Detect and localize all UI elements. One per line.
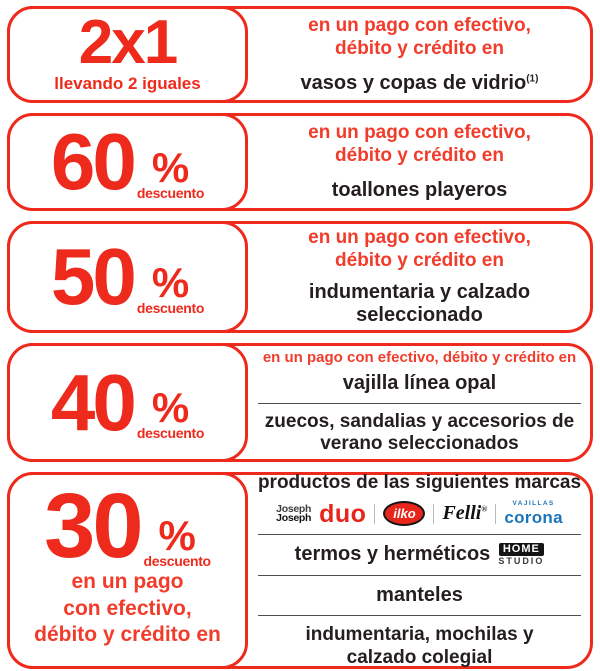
payment-terms: en un pago con efectivo, débito y crédit… [262, 349, 577, 367]
payment-line-2: débito y crédito en [335, 145, 504, 167]
payment-terms: en un pago con efectivo, débito y crédit… [34, 569, 221, 649]
offer-row-termos: termos y herméticos HOME STUDIO [295, 543, 545, 567]
corona-logo-text: corona [504, 507, 563, 527]
discount-label: descuento [136, 184, 205, 201]
offer-item-text: vasos y copas de vidrio [300, 71, 527, 94]
discount-value: 60 [50, 117, 137, 207]
payment-terms: en un pago con efectivo, débito y crédit… [308, 14, 531, 60]
discount-panel-60: 60 % descuento [7, 113, 248, 211]
offer-details-50: en un pago con efectivo, débito y crédit… [251, 224, 588, 330]
percent-sign: % [151, 258, 190, 306]
brand-logos-row: Joseph Joseph duo ilko Felli® VAJILLAS c… [276, 501, 563, 526]
offer-item-2: zuecos, sandalias y accesorios de verano… [264, 410, 575, 455]
percent-sign: % [151, 143, 190, 191]
payment-line-1: en un pago con efectivo, [308, 14, 531, 36]
registered-mark: ® [481, 504, 488, 514]
discount-panel-30: 30 % descuento en un pago con efectivo, … [7, 472, 248, 669]
felli-logo: Felli® [442, 502, 487, 525]
promo-card-30: 30 % descuento en un pago con efectivo, … [7, 472, 593, 669]
payment-terms: en un pago con efectivo, débito y crédit… [308, 226, 531, 272]
joseph-joseph-logo: Joseph Joseph [276, 502, 312, 524]
promo-card-40: 40 % descuento en un pago con efectivo, … [7, 343, 593, 462]
divider [257, 574, 582, 576]
offer-item-1: vajilla línea opal [342, 372, 497, 395]
discount-label: descuento [143, 553, 212, 570]
discount-value: 2x1 [78, 8, 178, 78]
divider [257, 402, 582, 404]
payment-line-1: en un pago con efectivo, [308, 122, 531, 144]
discount-panel-40: 40 % descuento [7, 343, 248, 462]
payment-line-2: débito y crédito en [335, 250, 504, 272]
payment-line-3: débito y crédito en [34, 623, 221, 647]
offer-item: termos y herméticos [294, 543, 491, 565]
discount-value: 40 [50, 357, 137, 447]
promo-card-60: 60 % descuento en un pago con efectivo, … [7, 113, 593, 211]
discount-block: 40 % descuento [50, 357, 205, 447]
discount-panel-50: 50 % descuento [7, 221, 248, 333]
joseph-joseph-logo-line2: Joseph [276, 511, 312, 524]
offer-item: manteles [376, 583, 463, 606]
discount-label: descuento [136, 425, 205, 442]
duo-logo: duo [319, 499, 367, 528]
payment-line-2: con efectivo, [63, 596, 192, 620]
promo-card-2x1: 2x1 llevando 2 iguales en un pago con ef… [7, 6, 593, 103]
payment-line-1: en un pago con efectivo, [308, 227, 531, 249]
logo-separator [374, 503, 376, 524]
felli-logo-text: Felli [442, 502, 482, 524]
discount-panel-2x1: 2x1 llevando 2 iguales [7, 6, 248, 103]
offer-item: indumentaria y calzado seleccionado [308, 280, 531, 327]
discount-value: 50 [50, 232, 137, 322]
home-studio-logo-bottom: STUDIO [498, 556, 545, 567]
offer-item: toallones playeros [331, 179, 508, 202]
divider [257, 615, 582, 617]
offer-details-60: en un pago con efectivo, débito y crédit… [251, 116, 588, 208]
offer-item: indumentaria, mochilas y calzado colegia… [305, 624, 534, 668]
percent-sign: % [151, 384, 190, 432]
discount-condition: llevando 2 iguales [54, 73, 201, 93]
payment-line-1: en un pago [71, 570, 184, 594]
promo-card-50: 50 % descuento en un pago con efectivo, … [7, 221, 593, 333]
ilko-logo: ilko [383, 501, 426, 526]
joseph-joseph-logo-line1: Joseph [276, 502, 312, 515]
brands-row-title: productos de las siguientes marcas [257, 472, 582, 493]
offer-details-2x1: en un pago con efectivo, débito y crédit… [251, 9, 588, 100]
discount-tail: % descuento [136, 143, 205, 201]
divider [257, 534, 582, 535]
discount-tail: % descuento [136, 258, 205, 316]
logo-separator [495, 503, 497, 524]
logo-separator [433, 503, 435, 524]
discount-block: 50 % descuento [50, 232, 205, 322]
payment-line-2: débito y crédito en [335, 37, 504, 59]
discount-tail: % descuento [143, 512, 212, 570]
discount-block: 60 % descuento [50, 117, 205, 207]
offer-details-40: en un pago con efectivo, débito y crédit… [251, 346, 588, 459]
discount-label: descuento [136, 299, 205, 316]
offer-item: vasos y copas de vidrio(1) [301, 72, 539, 96]
footnote-marker: (1) [526, 73, 539, 85]
percent-sign: % [158, 512, 196, 560]
home-studio-logo-top: HOME [498, 543, 544, 557]
discount-block: 30 % descuento [44, 474, 211, 577]
corona-logo: VAJILLAS corona [504, 501, 562, 526]
payment-terms: en un pago con efectivo, débito y crédit… [308, 121, 531, 167]
corona-logo-top: VAJILLAS [512, 500, 555, 508]
discount-value: 30 [44, 474, 143, 577]
discount-tail: % descuento [136, 384, 205, 442]
offer-details-30: productos de las siguientes marcas Josep… [251, 472, 588, 668]
home-studio-logo: HOME STUDIO [498, 543, 544, 566]
